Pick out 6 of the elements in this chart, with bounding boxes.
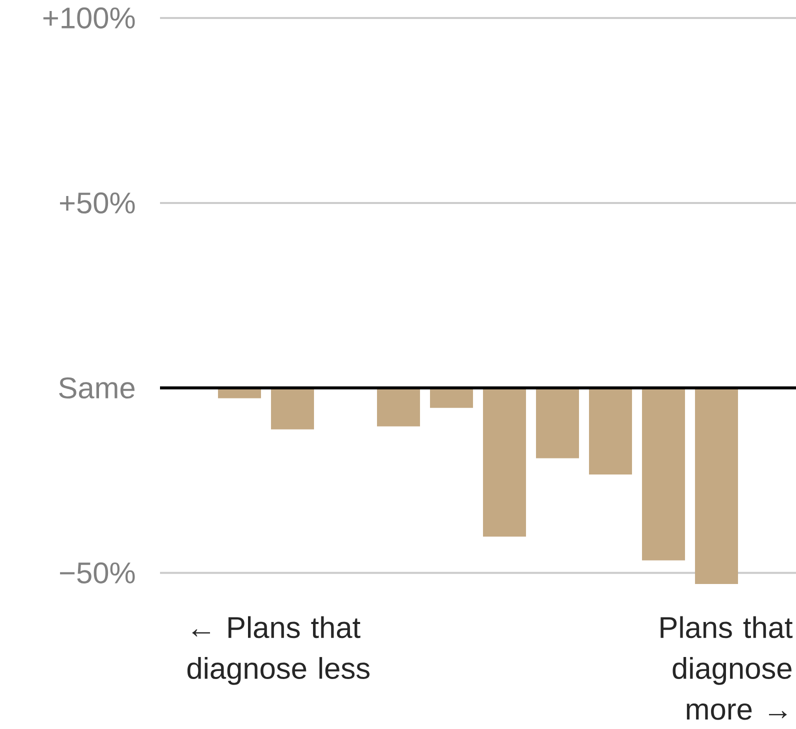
y-tick-label: −50%: [60, 562, 135, 584]
text: Plans that diagnose more →: [660, 616, 793, 720]
y-tick-label: +100%: [43, 7, 135, 29]
y-tick-label: Same: [59, 377, 135, 399]
text: ← Plans that diagnose less: [187, 616, 370, 685]
y-tick-label: +50%: [60, 192, 135, 214]
